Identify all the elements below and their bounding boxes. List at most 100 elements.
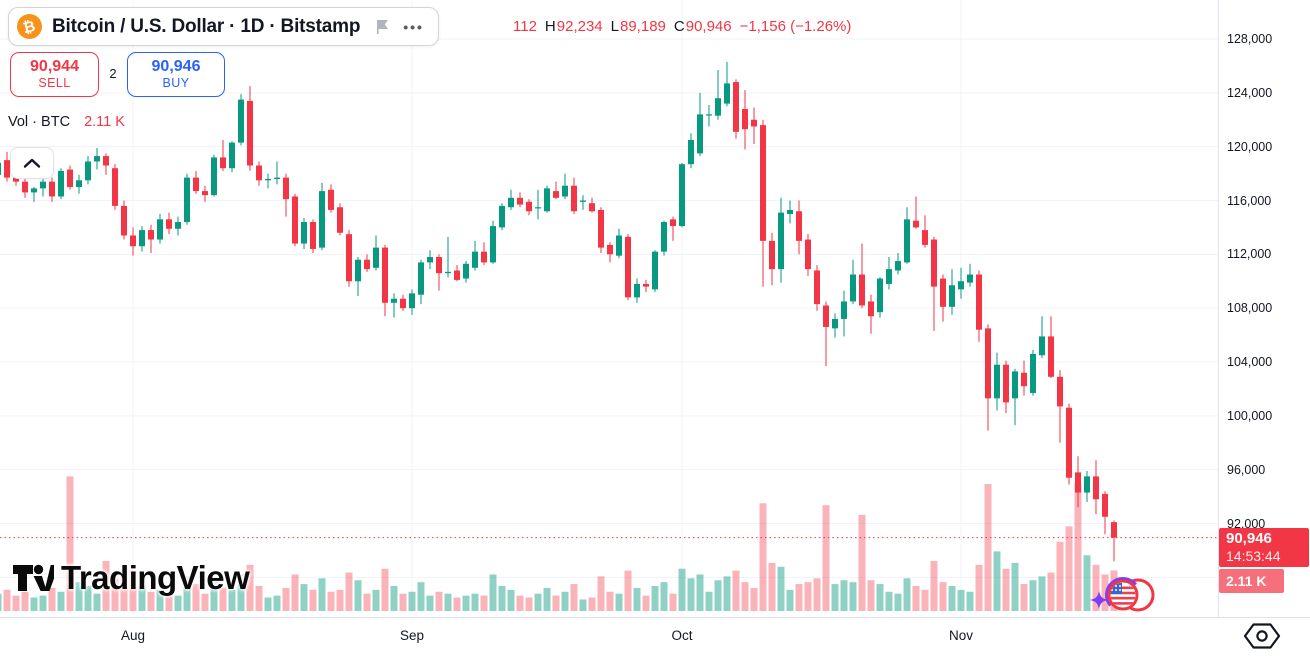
volume-bar[interactable] (1092, 564, 1100, 611)
candle[interactable] (535, 189, 541, 220)
volume-bar[interactable] (939, 582, 947, 611)
candle[interactable] (193, 170, 199, 194)
candle[interactable] (787, 200, 793, 224)
candle[interactable] (985, 324, 991, 431)
volume-bar[interactable] (57, 591, 65, 611)
candle[interactable] (1093, 460, 1099, 515)
bookmark-flag-icon[interactable] (374, 18, 391, 35)
candle[interactable] (1003, 360, 1009, 414)
tradingview-logo[interactable]: TradingView (12, 559, 250, 597)
candle[interactable] (751, 107, 757, 144)
volume-bar[interactable] (678, 568, 686, 611)
volume-bar[interactable] (660, 582, 668, 611)
volume-bar[interactable] (138, 586, 146, 611)
volume-bar[interactable] (633, 587, 641, 611)
candle[interactable] (517, 192, 523, 208)
candle[interactable] (940, 274, 946, 322)
candle[interactable] (40, 178, 46, 197)
volume-bar[interactable] (1011, 562, 1019, 611)
volume-bar[interactable] (948, 586, 956, 611)
volume-bar[interactable] (165, 593, 173, 611)
volume-bar[interactable] (273, 595, 281, 611)
volume-bar[interactable] (957, 589, 965, 611)
candle[interactable] (76, 174, 82, 194)
volume-bar[interactable] (399, 593, 407, 611)
candle[interactable] (184, 173, 190, 225)
candle[interactable] (616, 228, 622, 259)
candle[interactable] (598, 207, 604, 253)
candle[interactable] (634, 278, 640, 303)
candle[interactable] (211, 154, 217, 197)
candle[interactable] (814, 265, 820, 311)
volume-bar[interactable] (1047, 572, 1055, 611)
candle[interactable] (976, 270, 982, 342)
candle[interactable] (742, 90, 748, 150)
candle[interactable] (769, 232, 775, 286)
candle[interactable] (31, 187, 37, 202)
volume-bar[interactable] (300, 584, 308, 611)
buy-button[interactable]: 90,946 BUY (127, 52, 225, 97)
volume-bar[interactable] (264, 597, 272, 611)
candle[interactable] (1039, 316, 1045, 358)
candle[interactable] (274, 161, 280, 185)
volume-bar[interactable] (48, 587, 56, 611)
volume-bar[interactable] (705, 591, 713, 611)
candle[interactable] (553, 181, 559, 200)
candle[interactable] (886, 257, 892, 290)
candle[interactable] (544, 185, 550, 213)
candle[interactable] (958, 267, 964, 299)
candle[interactable] (859, 243, 865, 309)
candle[interactable] (571, 177, 577, 214)
volume-bar[interactable] (669, 593, 677, 611)
volume-bar[interactable] (966, 591, 974, 611)
volume-bar[interactable] (327, 591, 335, 611)
volume-bar[interactable] (480, 595, 488, 611)
volume-bar[interactable] (858, 514, 866, 611)
candle[interactable] (1102, 491, 1108, 535)
volume-bar[interactable] (354, 580, 362, 611)
candle[interactable] (481, 242, 487, 266)
volume-bar[interactable] (120, 574, 128, 611)
volume-bar[interactable] (390, 586, 398, 611)
candle[interactable] (688, 133, 694, 169)
candle[interactable] (1012, 368, 1018, 426)
candle[interactable] (1111, 520, 1117, 562)
volume-bar[interactable] (201, 593, 209, 611)
candle[interactable] (499, 203, 505, 231)
candle[interactable] (409, 289, 415, 315)
candle[interactable] (22, 177, 28, 198)
volume-bar[interactable] (786, 589, 794, 611)
volume-bar[interactable] (876, 584, 884, 611)
candle[interactable] (58, 168, 64, 200)
volume-bar[interactable] (174, 595, 182, 611)
volume-bar[interactable] (813, 578, 821, 611)
volume-bar[interactable] (642, 595, 650, 611)
volume-bar[interactable] (39, 595, 47, 611)
volume-bar[interactable] (372, 589, 380, 611)
volume-bar[interactable] (210, 580, 218, 611)
candle[interactable] (391, 293, 397, 318)
candle[interactable] (922, 215, 928, 248)
volume-bar[interactable] (318, 578, 326, 611)
candle[interactable] (589, 197, 595, 213)
volume-bar[interactable] (1083, 555, 1091, 611)
candle[interactable] (949, 269, 955, 315)
candle[interactable] (625, 234, 631, 301)
candle[interactable] (238, 94, 244, 146)
candle[interactable] (1048, 316, 1054, 379)
candle[interactable] (490, 220, 496, 264)
candle[interactable] (760, 119, 766, 287)
volume-bar[interactable] (21, 591, 29, 611)
volume-bar[interactable] (687, 578, 695, 611)
volume-bar[interactable] (543, 587, 551, 611)
volume-bar[interactable] (561, 591, 569, 611)
candle[interactable] (679, 162, 685, 228)
volume-bar[interactable] (1020, 584, 1028, 611)
candle[interactable] (931, 236, 937, 332)
time-scale[interactable]: Aug Sep Oct Nov (0, 618, 1218, 661)
volume-bar[interactable] (588, 597, 596, 611)
candle[interactable] (850, 259, 856, 305)
candle[interactable] (778, 197, 784, 283)
volume-bar[interactable] (237, 574, 245, 611)
candle[interactable] (346, 230, 352, 287)
